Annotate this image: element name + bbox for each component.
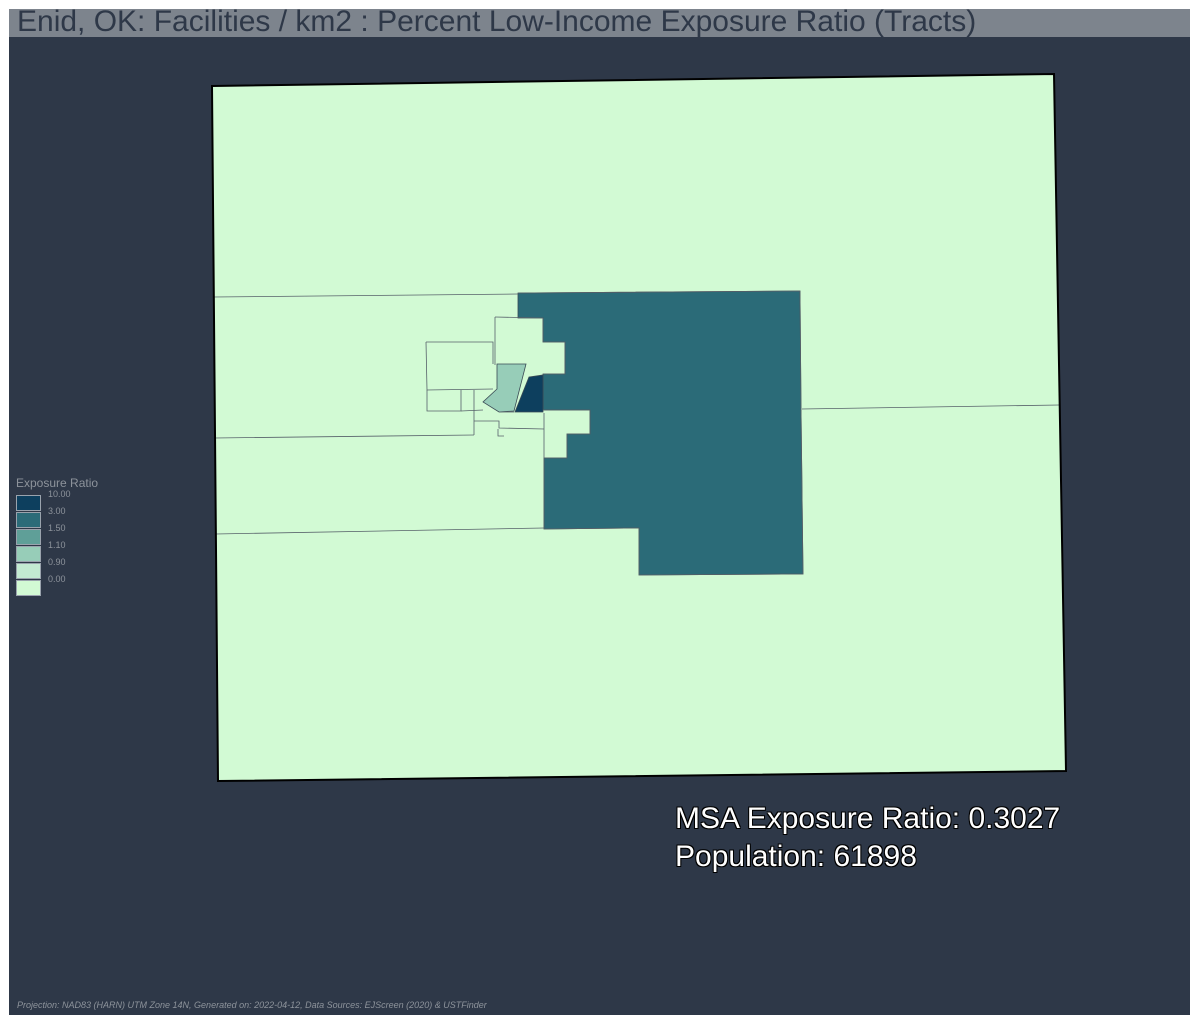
map-title: Enid, OK: Facilities / km2 : Percent Low… bbox=[17, 9, 977, 37]
legend-label: 0.00 bbox=[48, 574, 66, 584]
legend-item: 0.00 bbox=[16, 574, 136, 597]
legend-item: 1.50 bbox=[16, 523, 136, 546]
summary-stats: MSA Exposure Ratio: 0.3027 Population: 6… bbox=[675, 800, 1060, 876]
title-bar: Enid, OK: Facilities / km2 : Percent Low… bbox=[9, 9, 1190, 37]
legend-label: 10.00 bbox=[48, 489, 71, 499]
legend-label: 0.90 bbox=[48, 557, 66, 567]
legend-swatch bbox=[16, 529, 41, 545]
legend-label: 1.10 bbox=[48, 540, 66, 550]
legend-swatch bbox=[16, 546, 41, 562]
legend-label: 1.50 bbox=[48, 523, 66, 533]
legend: Exposure Ratio 10.00 3.00 1.50 1.10 0.90… bbox=[16, 476, 136, 597]
tract-highest-exposure bbox=[514, 374, 544, 413]
legend-item: 1.10 bbox=[16, 540, 136, 563]
map-frame: Enid, OK: Facilities / km2 : Percent Low… bbox=[9, 9, 1190, 1015]
legend-item: 3.00 bbox=[16, 506, 136, 529]
msa-exposure-ratio: MSA Exposure Ratio: 0.3027 bbox=[675, 802, 1061, 835]
legend-swatch bbox=[16, 563, 41, 579]
population: Population: 61898 bbox=[675, 840, 917, 873]
map-canvas bbox=[210, 72, 1068, 783]
legend-item: 0.90 bbox=[16, 557, 136, 580]
legend-title: Exposure Ratio bbox=[16, 476, 99, 490]
legend-item: 10.00 bbox=[16, 489, 136, 512]
county-boundary bbox=[210, 72, 1068, 783]
tract-boundaries bbox=[213, 290, 1060, 576]
legend-swatch bbox=[16, 512, 41, 528]
legend-swatch bbox=[16, 495, 41, 511]
footer-credits: Projection: NAD83 (HARN) UTM Zone 14N, G… bbox=[17, 1000, 487, 1010]
legend-label: 3.00 bbox=[48, 506, 66, 516]
legend-swatch bbox=[16, 580, 41, 596]
